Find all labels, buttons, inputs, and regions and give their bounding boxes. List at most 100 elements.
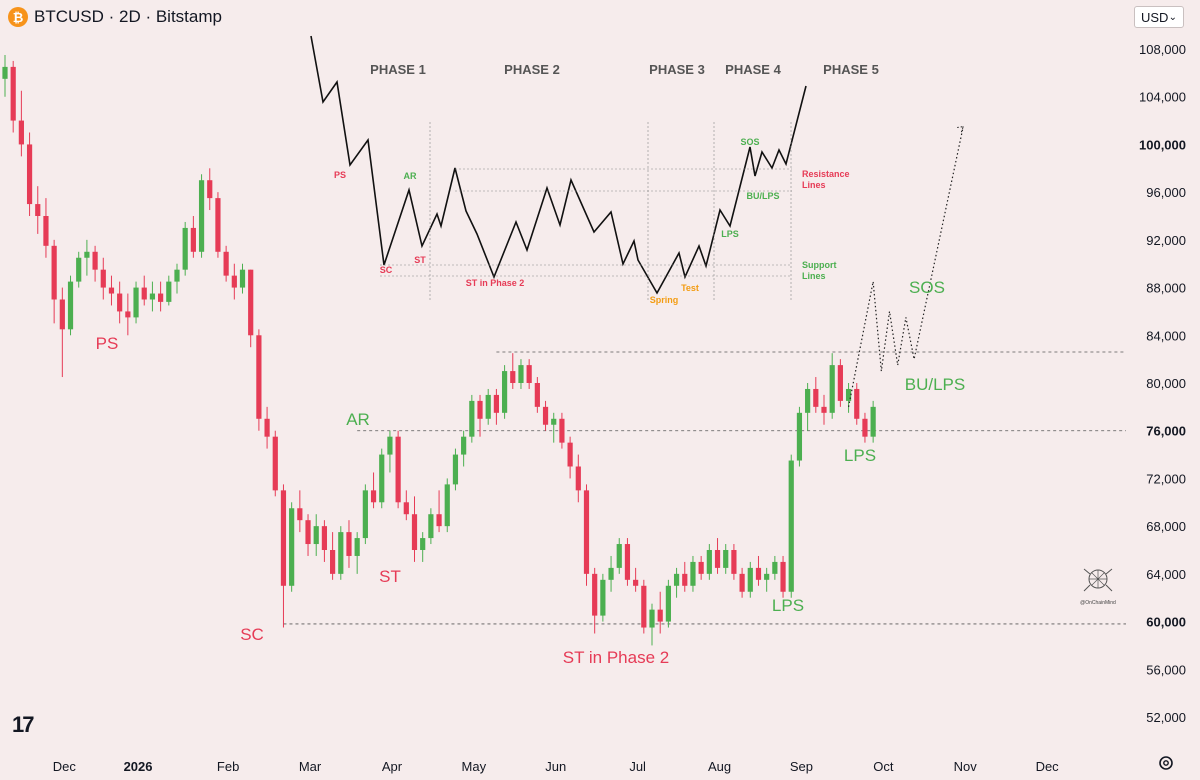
time-tick-label: Apr <box>382 759 403 774</box>
candle-body <box>223 251 229 276</box>
candle-body <box>428 514 434 539</box>
label-ar: AR <box>346 410 370 429</box>
candle-body <box>272 436 278 491</box>
candle-body <box>575 466 581 491</box>
candle-body <box>35 204 41 216</box>
signature-logo: @OnChainMind <box>1072 565 1124 606</box>
candle-body <box>117 293 123 312</box>
price-tick-label: 76,000 <box>1146 424 1186 439</box>
price-tick-label: 68,000 <box>1146 519 1186 534</box>
candle-body <box>403 502 409 515</box>
label-lps-sep: LPS <box>844 446 876 465</box>
schematic-support-1: Support <box>802 260 837 270</box>
candle-body <box>346 532 352 556</box>
candle-body <box>829 365 835 413</box>
candle-body <box>215 198 221 252</box>
candle-body <box>92 251 98 270</box>
candle-body <box>477 400 483 419</box>
candle-body <box>108 287 115 294</box>
candle-body <box>452 454 459 485</box>
projection-arrow-icon <box>957 125 964 133</box>
time-tick-label: Jul <box>629 759 646 774</box>
time-tick-label: Jun <box>545 759 566 774</box>
level-lines <box>283 351 1126 625</box>
candle-body <box>837 365 843 401</box>
candlestick-series <box>2 54 876 646</box>
candle-body <box>862 418 868 437</box>
chevron-down-icon: ⌄ <box>1168 11 1177 23</box>
candle-body <box>51 245 57 300</box>
candle-body <box>166 281 172 302</box>
price-tick-label: 80,000 <box>1146 376 1186 391</box>
candle-body <box>600 579 606 616</box>
schematic-price-line <box>310 35 807 295</box>
schematic-support-2: Lines <box>802 271 826 281</box>
candle-body <box>207 180 213 199</box>
price-tick-label: 100,000 <box>1139 137 1186 152</box>
candle-body <box>182 227 188 270</box>
candle-body <box>305 520 311 545</box>
symbol-title[interactable]: BTCUSD · 2D · Bitstamp <box>34 7 222 26</box>
label-lps-aug: LPS <box>772 596 804 615</box>
candle-body <box>805 388 811 413</box>
candle-body <box>379 454 385 503</box>
schematic-resistance-2: Lines <box>802 180 826 190</box>
candle-body <box>264 418 270 437</box>
schematic-sos: SOS <box>740 137 759 147</box>
currency-label: USD <box>1141 9 1169 25</box>
currency-select[interactable]: USD ⌄ <box>1134 6 1184 28</box>
projection-path <box>847 125 964 407</box>
time-tick-label: 2026 <box>124 759 153 774</box>
candle-body <box>870 406 876 437</box>
candle-body <box>76 257 82 282</box>
price-tick-label: 60,000 <box>1146 615 1186 630</box>
price-tick-label: 104,000 <box>1139 90 1186 105</box>
time-tick-label: Nov <box>954 759 978 774</box>
candle-body <box>649 609 655 628</box>
schematic-sc: SC <box>380 265 393 275</box>
candle-body <box>26 144 33 205</box>
candle-body <box>739 573 745 592</box>
candle-body <box>747 567 753 592</box>
candle-body <box>583 490 590 574</box>
schematic-st: ST <box>414 255 426 265</box>
candle-body <box>592 573 598 616</box>
candle-body <box>297 508 303 521</box>
price-tick-label: 64,000 <box>1146 567 1186 582</box>
tradingview-logo-icon[interactable]: 17 <box>12 712 35 737</box>
candle-body <box>682 573 688 586</box>
time-axis[interactable]: Dec 2026 Feb Mar Apr May Jun Jul Aug Sep Oct Nov Dec <box>53 759 1059 774</box>
label-bu-lps: BU/LPS <box>905 375 965 394</box>
price-tick-label: 52,000 <box>1146 710 1186 725</box>
candle-body <box>461 436 467 455</box>
candle-body <box>551 418 557 425</box>
time-tick-label: Dec <box>53 759 77 774</box>
candle-body <box>43 216 49 246</box>
candle-body <box>198 180 205 252</box>
candle-body <box>289 508 295 586</box>
price-axis[interactable]: 108,000 104,000 100,000 96,000 92,000 88,000 8… <box>1139 42 1186 725</box>
phase-4-label: PHASE 4 <box>725 62 781 77</box>
candle-body <box>133 287 139 318</box>
schematic-ar: AR <box>404 171 417 181</box>
schematic-resistance-1: Resistance <box>802 169 850 179</box>
candle-body <box>256 335 262 419</box>
price-tick-label: 96,000 <box>1146 185 1186 200</box>
label-ps: PS <box>96 334 119 353</box>
candle-body <box>796 412 803 461</box>
price-tick-label: 88,000 <box>1146 281 1186 296</box>
schematic-bu-lps: BU/LPS <box>746 191 779 201</box>
candle-body <box>755 567 762 580</box>
signature-text: @OnChainMind <box>1080 600 1116 606</box>
candle-body <box>821 406 827 413</box>
candle-body <box>690 561 696 586</box>
candle-body <box>624 544 631 580</box>
settings-gear-icon[interactable] <box>1157 754 1175 772</box>
candle-body <box>338 532 344 574</box>
phase-2-label: PHASE 2 <box>504 62 560 77</box>
brain-logo-icon <box>1083 568 1113 592</box>
candle-body <box>501 371 508 413</box>
wyckoff-schematic <box>310 35 807 300</box>
candle-body <box>772 561 778 574</box>
